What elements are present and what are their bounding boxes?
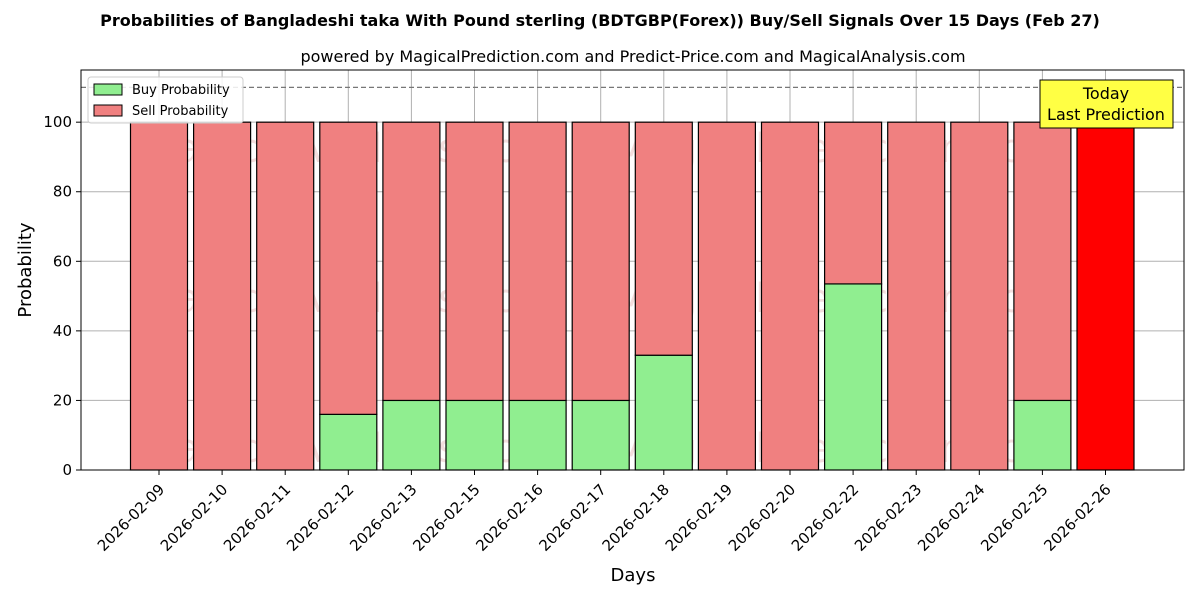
legend-label: Buy Probability: [132, 83, 230, 98]
sell-bar: [760, 121, 820, 471]
buy-bar: [1013, 399, 1072, 471]
chart-subtitle: powered by MagicalPrediction.com and Pre…: [300, 47, 965, 66]
plot-frame: [80, 69, 1185, 471]
plot-area: MagicalAnalysis.comMagicalPrediction.com…: [43, 69, 1185, 555]
x-tick-label: 2026-02-17: [536, 480, 610, 554]
x-tick-label: 2026-02-26: [1040, 480, 1114, 554]
sell-bar: [697, 121, 757, 471]
sell-bar: [129, 121, 189, 471]
annotation-line1: Today: [1082, 84, 1129, 103]
chart-title: Probabilities of Bangladeshi taka With P…: [100, 11, 1100, 30]
y-tick-label: 0: [62, 461, 72, 479]
buy-bar: [319, 413, 378, 471]
sell-bar: [950, 121, 1009, 471]
x-tick-label: 2026-02-12: [283, 480, 357, 554]
sell-bar: [256, 121, 315, 471]
legend-swatch: [93, 104, 123, 117]
x-tick-label: 2026-02-15: [409, 480, 483, 554]
sell-bar: [193, 121, 252, 471]
sell-bar: [319, 121, 378, 415]
annotation-line2: Last Prediction: [1047, 105, 1165, 124]
x-tick-label: 2026-02-09: [94, 480, 168, 554]
sell-bar: [382, 121, 441, 402]
buy-bar: [571, 399, 630, 471]
legend-label: Sell Probability: [132, 104, 229, 119]
buy-bar: [382, 399, 441, 471]
annotation-box: [1039, 79, 1174, 129]
x-tick-label: 2026-02-23: [851, 480, 925, 554]
sell-bar: [1076, 121, 1135, 471]
sell-bar: [634, 121, 693, 356]
y-tick-label: 60: [53, 252, 72, 270]
x-tick-label: 2026-02-22: [788, 480, 862, 554]
y-tick-label: 80: [53, 183, 72, 201]
legend-box: [87, 76, 244, 124]
legend-swatch: [93, 83, 123, 96]
sell-bar: [508, 121, 567, 402]
x-tick-label: 2026-02-25: [977, 480, 1051, 554]
sell-bar: [823, 121, 883, 285]
y-axis-label: Probability: [15, 222, 36, 317]
x-tick-label: 2026-02-16: [472, 480, 546, 554]
y-tick-label: 100: [43, 113, 72, 131]
sell-bar: [887, 121, 946, 471]
x-tick-label: 2026-02-19: [662, 480, 736, 554]
x-tick-label: 2026-02-10: [157, 480, 231, 554]
buy-bar: [823, 283, 883, 471]
sell-bar: [1013, 121, 1072, 402]
sell-bar: [571, 121, 630, 402]
x-tick-label: 2026-02-11: [220, 480, 294, 554]
x-tick-label: 2026-02-13: [346, 480, 420, 554]
x-tick-label: 2026-02-20: [725, 480, 799, 554]
y-tick-label: 20: [53, 391, 72, 409]
buy-bar: [445, 399, 504, 471]
x-tick-label: 2026-02-24: [914, 480, 988, 554]
x-tick-label: 2026-02-18: [599, 480, 673, 554]
sell-bar: [445, 121, 504, 402]
y-tick-label: 40: [53, 322, 72, 340]
buy-bar: [634, 354, 693, 471]
x-axis-label: Days: [611, 565, 656, 586]
buy-bar: [508, 399, 567, 471]
